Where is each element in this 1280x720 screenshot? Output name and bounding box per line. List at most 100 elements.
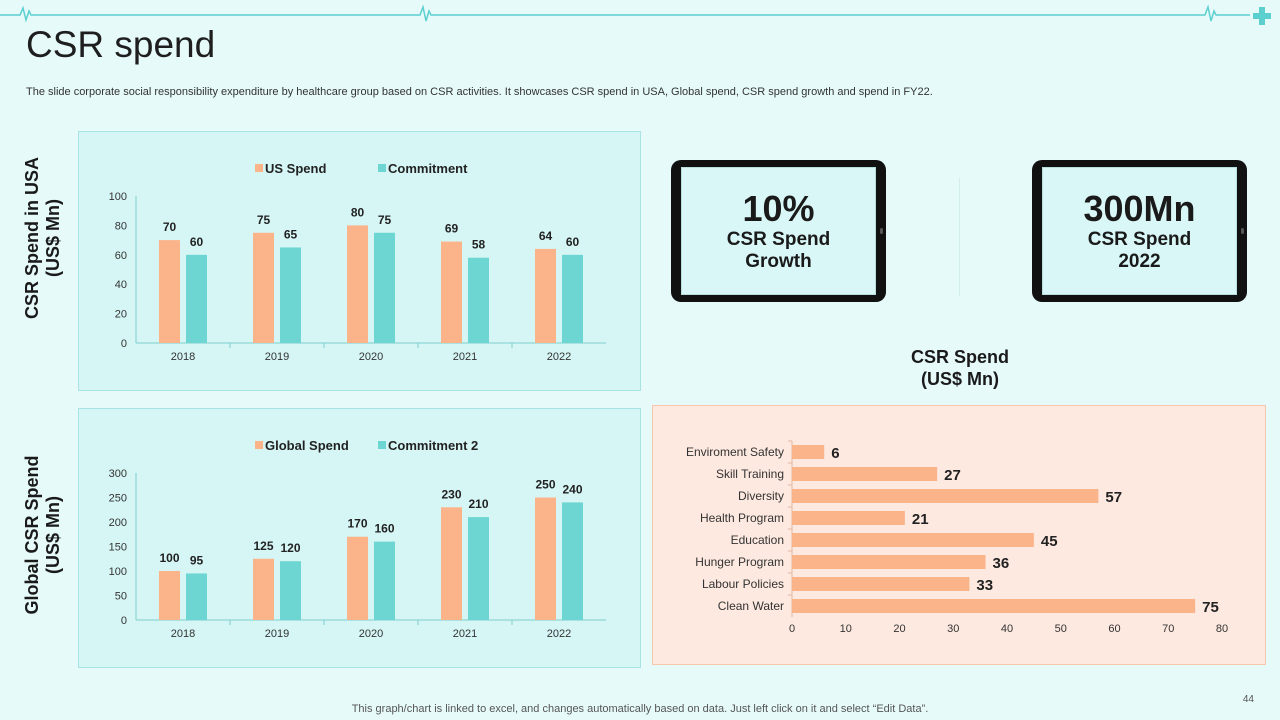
usa-ytick: 60 [115,250,127,262]
global-bar-global-spend [347,536,368,620]
global-xtick-label: 2019 [265,628,289,640]
usa-data-label: 60 [566,235,580,249]
category-bar [792,533,1034,547]
usa-spend-chart[interactable]: US Spend Commitment 0 20 40 60 80 100 2018 70 60 20… [78,131,641,391]
category-bar [792,467,938,481]
category-data-label: 36 [993,555,1010,572]
category-xtick: 80 [1216,623,1228,635]
global-ytick: 0 [121,615,127,627]
global-data-label: 230 [441,487,461,501]
kpi-growth-label-2: Growth [745,251,812,272]
csr-category-title-line1: CSR Spend [910,347,1009,367]
usa-data-label: 75 [257,213,271,227]
category-category-label: Health Program [700,511,784,525]
category-bar [792,555,986,569]
global-ytick: 200 [109,517,127,529]
global-legend-swatch-1 [378,441,386,449]
page-subtitle: The slide corporate social responsibilit… [26,86,933,98]
usa-bar-commitment [280,247,301,343]
usa-ytick: 0 [121,338,127,350]
global-ytick: 300 [109,468,127,480]
global-data-label: 120 [280,541,300,555]
category-bar [792,577,970,591]
page-number: 44 [1242,694,1254,705]
global-data-label: 240 [562,482,582,496]
global-bar-global-spend [253,558,274,620]
global-data-label: 250 [535,478,555,492]
category-category-label: Education [731,533,784,547]
usa-ytick: 80 [115,220,127,232]
kpi-spend-screen: 300Mn CSR Spend 2022 [1042,167,1237,295]
category-category-label: Enviroment Safety [686,445,784,459]
usa-bar-us-spend [159,240,180,343]
usa-legend-label-1: Commitment [388,161,468,176]
global-data-label: 95 [190,553,204,567]
usa-data-label: 64 [539,229,553,243]
kpi-divider [959,178,960,296]
category-xtick: 20 [893,623,905,635]
tablet-button [1241,228,1244,234]
csr-category-chart[interactable]: 0 10 20 30 40 50 60 70 80 Enviroment Safety 6 Skill… [652,405,1266,665]
global-xtick-label: 2018 [171,628,195,640]
global-legend-label-1: Commitment 2 [388,438,478,453]
usa-data-label: 69 [445,222,459,236]
kpi-growth-label-1: CSR Spend [726,229,831,250]
kpi-spend-card: 300Mn CSR Spend 2022 [1032,160,1247,302]
global-xtick-label: 2020 [359,628,383,640]
category-category-label: Clean Water [718,599,784,613]
usa-xtick-label: 2019 [265,351,289,363]
category-data-label: 75 [1202,599,1219,616]
tablet-button [880,228,883,234]
global-bar-commitment-2 [468,517,489,620]
category-data-label: 57 [1105,489,1122,506]
usa-legend-label-0: US Spend [265,161,326,176]
category-data-label: 21 [912,511,929,528]
global-bar-global-spend [441,507,462,620]
category-xtick: 60 [1108,623,1120,635]
category-bar [792,489,1099,503]
usa-bar-commitment [562,254,583,343]
footer-note: This graph/chart is linked to excel, and… [351,703,929,715]
usa-ytick: 20 [115,309,127,321]
medical-cross-icon [1253,7,1271,25]
usa-ytick: 100 [109,191,127,203]
category-category-label: Diversity [738,489,784,503]
global-bar-commitment-2 [374,541,395,620]
page-title: CSR spend [26,24,216,65]
global-ytick: 100 [109,566,127,578]
heartbeat-line-icon [0,4,1271,25]
usa-bar-us-spend [535,248,556,343]
global-bar-commitment-2 [562,502,583,620]
kpi-spend-value: 300Mn [1083,188,1196,229]
global-data-label: 125 [253,539,273,553]
global-bar-global-spend [535,497,556,620]
global-legend-label-0: Global Spend [265,438,349,453]
category-xtick: 0 [789,623,795,635]
global-ytick: 250 [109,493,127,505]
category-bar [792,599,1196,613]
category-data-label: 33 [976,577,993,594]
global-spend-chart[interactable]: Global Spend Commitment 2 0 50 100 150 200 250 3… [78,408,641,668]
category-data-label: 45 [1041,533,1058,550]
usa-ytick: 40 [115,279,127,291]
category-category-label: Labour Policies [702,577,784,591]
usa-legend-swatch-0 [255,164,263,172]
category-category-label: Skill Training [716,467,784,481]
kpi-growth-screen: 10% CSR Spend Growth [681,167,876,295]
global-data-label: 160 [374,522,394,536]
usa-xtick-label: 2018 [171,351,195,363]
global-bar-commitment-2 [280,561,301,620]
global-axis-title-line2: (US$ Mn) [43,496,63,574]
category-bar [792,445,825,459]
kpi-spend-label-2: 2022 [1118,251,1161,272]
category-data-label: 6 [831,445,839,462]
usa-data-label: 75 [378,213,392,227]
usa-data-label: 60 [190,235,204,249]
category-xtick: 30 [947,623,959,635]
usa-bar-commitment [468,257,489,343]
usa-xtick-label: 2021 [453,351,477,363]
usa-bar-us-spend [441,241,462,343]
usa-data-label: 80 [351,205,365,219]
csr-category-chart-title: CSR Spend (US$ Mn) [880,346,1040,390]
category-xtick: 50 [1055,623,1067,635]
